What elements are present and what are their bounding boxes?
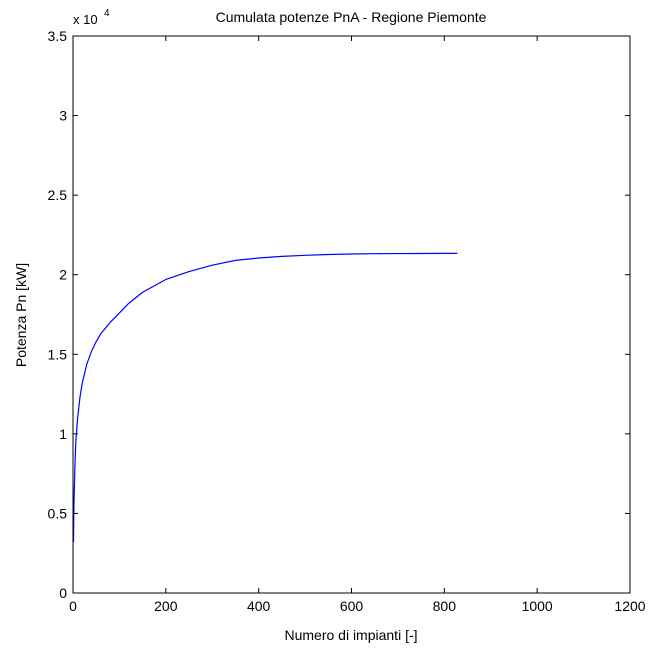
- y-tick-label: 2: [59, 267, 67, 283]
- y-axis-label: Potenza Pn [kW]: [13, 263, 29, 367]
- x-axis-ticks: 0 200 400 600 800 1000 1200: [69, 36, 646, 614]
- y-tick-label: 1.5: [48, 346, 68, 362]
- y-tick-label: 3: [59, 108, 67, 124]
- x-axis-label: Numero di impianti [-]: [284, 627, 417, 643]
- plot-frame: [72, 35, 631, 594]
- chart-title: Cumulata potenze PnA - Regione Piemonte: [216, 9, 487, 25]
- x-tick-label: 1000: [522, 598, 553, 614]
- plot-area: [73, 36, 630, 593]
- y-multiplier-exponent: 4: [104, 8, 110, 19]
- y-tick-label: 3.5: [48, 28, 68, 44]
- x-tick-label: 200: [154, 598, 178, 614]
- y-tick-label: 0.5: [48, 505, 68, 521]
- x-tick-label: 1200: [614, 598, 645, 614]
- y-tick-label: 1: [59, 426, 67, 442]
- y-axis-ticks: 0 0.5 1 1.5 2 2.5 3 3.5: [48, 28, 630, 601]
- y-tick-label: 0: [59, 585, 67, 601]
- x-tick-label: 400: [247, 598, 271, 614]
- series-group: [72, 252, 458, 543]
- y-multiplier-base: x 10: [73, 12, 98, 27]
- x-tick-label: 600: [340, 598, 364, 614]
- x-tick-label: 0: [69, 598, 77, 614]
- series-line: [72, 252, 458, 543]
- y-tick-label: 2.5: [48, 187, 68, 203]
- x-tick-label: 800: [433, 598, 457, 614]
